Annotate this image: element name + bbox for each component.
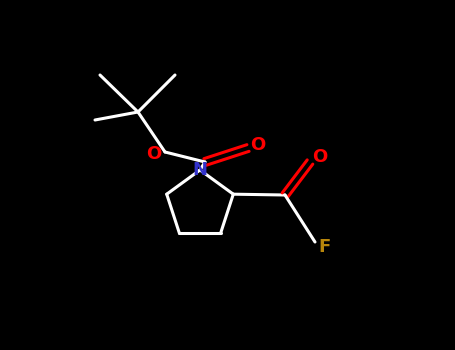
Text: O: O: [250, 136, 266, 154]
Text: N: N: [192, 161, 207, 179]
Text: O: O: [313, 148, 328, 166]
Text: F: F: [319, 238, 331, 256]
Text: O: O: [147, 145, 162, 163]
